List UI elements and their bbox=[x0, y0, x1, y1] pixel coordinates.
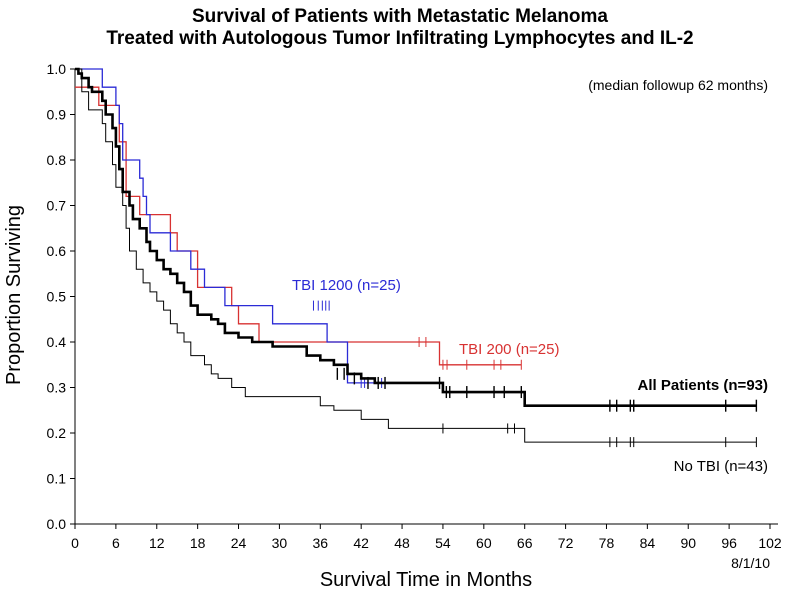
series-label: All Patients (n=93) bbox=[638, 377, 768, 394]
x-axis-title: Survival Time in Months bbox=[320, 569, 532, 591]
y-tick-label: 0.9 bbox=[47, 107, 67, 123]
y-axis-title: Proportion Surviving bbox=[3, 205, 25, 385]
y-tick-label: 0.5 bbox=[47, 289, 67, 305]
series-label: TBI 1200 (n=25) bbox=[292, 277, 401, 294]
x-tick-label: 66 bbox=[517, 535, 533, 551]
chart-subtitle: Treated with Autologous Tumor Infiltrati… bbox=[106, 28, 694, 49]
series-label: No TBI (n=43) bbox=[674, 458, 768, 475]
y-tick-label: 0.3 bbox=[47, 380, 67, 396]
y-tick-label: 1.0 bbox=[47, 61, 67, 77]
x-tick-label: 60 bbox=[476, 535, 492, 551]
y-tick-label: 0.4 bbox=[47, 334, 67, 350]
x-tick-label: 102 bbox=[758, 535, 782, 551]
y-tick-label: 0.8 bbox=[47, 152, 67, 168]
survival-curve bbox=[75, 86, 522, 366]
date-note: 8/1/10 bbox=[731, 555, 770, 571]
x-tick-label: 6 bbox=[112, 535, 120, 551]
survival-curve bbox=[75, 68, 757, 443]
series-all-patients-n-93 bbox=[75, 67, 758, 412]
annotation-median-followup: (median followup 62 months) bbox=[588, 77, 768, 93]
labels: Proportion Surviving Survival Time in Mo… bbox=[3, 77, 770, 591]
x-tick-label: 30 bbox=[272, 535, 288, 551]
series-tbi-1200-n-25 bbox=[75, 68, 383, 388]
x-tick-label: 18 bbox=[190, 535, 206, 551]
series-label: TBI 200 (n=25) bbox=[459, 341, 559, 358]
x-tick-label: 72 bbox=[558, 535, 574, 551]
survival-curve bbox=[75, 67, 757, 407]
x-tick-label: 96 bbox=[721, 535, 737, 551]
x-tick-label: 36 bbox=[313, 535, 329, 551]
x-tick-label: 54 bbox=[435, 535, 451, 551]
axes: 0.0 0.1 0.2 0.3 0.4 0.5 0.6 0.7 0.8 0.9 1.0 0 6 12 18 2… bbox=[47, 61, 782, 551]
y-tick-label: 0.1 bbox=[47, 471, 67, 487]
chart-title: Survival of Patients with Metastatic Mel… bbox=[192, 6, 608, 27]
y-tick-label: 0.6 bbox=[47, 243, 67, 259]
series-layer bbox=[75, 67, 758, 448]
x-tick-label: 78 bbox=[599, 535, 615, 551]
x-tick-label: 12 bbox=[149, 535, 165, 551]
series-tbi-200-n-25 bbox=[75, 86, 522, 370]
y-tick-label: 0.0 bbox=[47, 516, 67, 532]
series-no-tbi-n-43 bbox=[75, 68, 757, 448]
x-tick-label: 42 bbox=[353, 535, 369, 551]
x-tick-label: 90 bbox=[680, 535, 696, 551]
x-tick-label: 48 bbox=[394, 535, 410, 551]
x-tick-label: 24 bbox=[231, 535, 247, 551]
survival-curve bbox=[75, 68, 382, 384]
y-tick-label: 0.7 bbox=[47, 198, 67, 214]
y-tick-label: 0.2 bbox=[47, 425, 67, 441]
x-tick-label: 84 bbox=[640, 535, 656, 551]
x-tick-label: 0 bbox=[71, 535, 79, 551]
